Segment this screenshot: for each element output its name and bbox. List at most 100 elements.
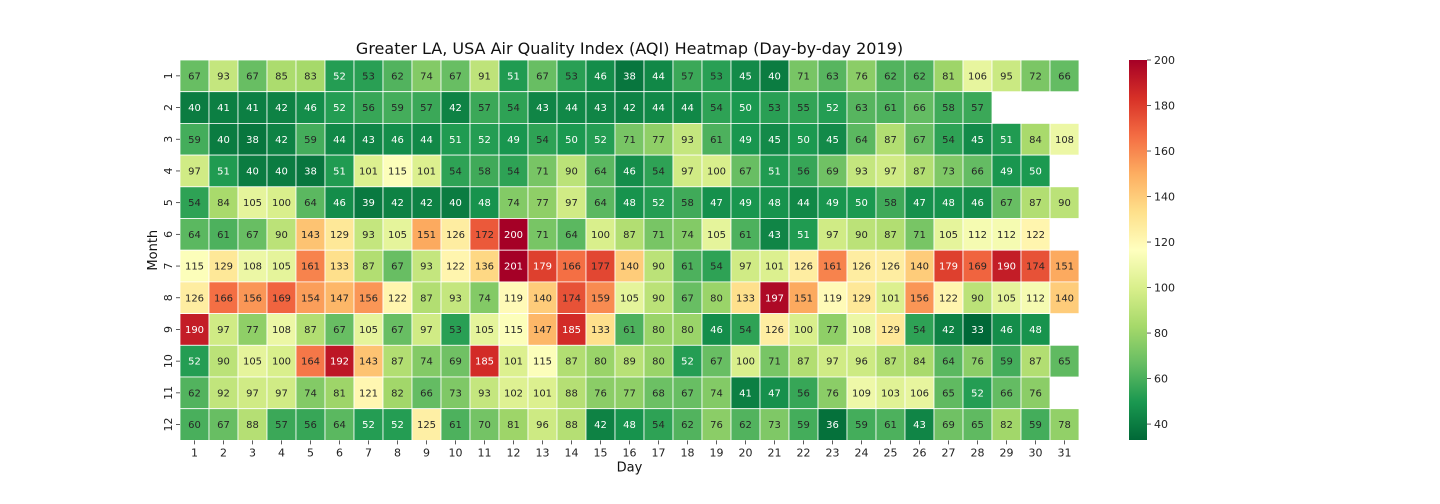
cell-value-label: 61: [449, 420, 462, 431]
cell-value-label: 74: [710, 388, 723, 399]
cell-value-label: 88: [565, 420, 578, 431]
cell-value-label: 81: [507, 420, 520, 431]
cell-value-label: 174: [562, 293, 581, 304]
cell-value-label: 89: [623, 357, 636, 368]
cell-value-label: 87: [362, 262, 375, 273]
cell-value-label: 51: [797, 230, 810, 241]
cell-value-label: 44: [333, 135, 346, 146]
cell-value-label: 103: [881, 388, 900, 399]
heatmap-cell: [469, 408, 500, 441]
cell-value-label: 66: [420, 388, 433, 399]
cell-value-label: 156: [910, 293, 929, 304]
colorbar-tick-label: 40: [1154, 418, 1168, 431]
cell-value-label: 44: [797, 198, 810, 209]
cell-value-label: 147: [330, 293, 349, 304]
heatmap-cell: [411, 123, 442, 156]
colorbar-tick-label: 60: [1154, 373, 1168, 386]
heatmap-cell: [237, 186, 268, 219]
cell-value-label: 97: [681, 166, 694, 177]
x-tick-label: 28: [971, 446, 985, 459]
cell-value-label: 90: [652, 293, 665, 304]
cell-value-label: 105: [359, 325, 378, 336]
cell-value-label: 66: [1058, 71, 1071, 82]
cell-value-label: 115: [185, 262, 204, 273]
cell-value-label: 54: [652, 420, 665, 431]
heatmap-cell: [527, 313, 558, 346]
heatmap-cell: [817, 408, 848, 441]
cell-value-label: 63: [855, 103, 868, 114]
cell-value-label: 54: [449, 166, 462, 177]
heatmap-cell: [585, 408, 616, 441]
cell-value-label: 61: [884, 420, 897, 431]
cell-value-label: 90: [1058, 198, 1071, 209]
cell-value-label: 62: [391, 71, 404, 82]
cell-value-label: 54: [913, 325, 926, 336]
heatmap-cell: [817, 281, 848, 314]
x-tick-label: 16: [623, 446, 637, 459]
cell-value-label: 40: [188, 103, 201, 114]
heatmap-cell: [672, 249, 703, 283]
heatmap-cell: [788, 123, 819, 156]
cell-value-label: 100: [272, 357, 291, 368]
heatmap-cell: [440, 59, 471, 93]
heatmap-cell: [788, 186, 819, 219]
heatmap-cell: [817, 91, 848, 124]
cell-value-label: 93: [420, 262, 433, 273]
x-tick-label: 4: [278, 446, 285, 459]
heatmap-cell: [556, 154, 587, 188]
cell-value-label: 61: [217, 230, 230, 241]
cell-value-label: 54: [507, 103, 520, 114]
heatmap-cell: [875, 249, 906, 283]
cell-value-label: 71: [536, 230, 549, 241]
cell-value-label: 115: [388, 166, 407, 177]
cell-value-label: 49: [826, 198, 839, 209]
heatmap-cell: [1020, 376, 1051, 410]
cell-value-label: 126: [765, 325, 784, 336]
cell-value-label: 93: [681, 135, 694, 146]
cell-value-label: 108: [243, 262, 262, 273]
heatmap-cell: [353, 281, 384, 314]
heatmap-cell: [208, 123, 239, 156]
cell-value-label: 100: [272, 198, 291, 209]
cell-value-label: 38: [246, 135, 259, 146]
cell-value-label: 55: [797, 103, 810, 114]
heatmap-cell: [179, 154, 210, 188]
heatmap-cell: [817, 123, 848, 156]
heatmap-cell: [701, 91, 732, 124]
heatmap-cell: [585, 313, 616, 346]
x-tick-label: 27: [942, 446, 956, 459]
heatmap-cell: [788, 376, 819, 410]
cell-value-label: 97: [565, 198, 578, 209]
cell-value-label: 71: [652, 230, 665, 241]
heatmap-cell: [585, 154, 616, 188]
heatmap-cell: [1020, 218, 1051, 251]
cell-value-label: 71: [768, 357, 781, 368]
cell-value-label: 57: [420, 103, 433, 114]
heatmap-cell: [237, 313, 268, 346]
heatmap-cell: [614, 123, 645, 156]
x-tick-label: 19: [710, 446, 724, 459]
heatmap-cell: [962, 154, 993, 188]
cell-value-label: 56: [304, 420, 317, 431]
cell-value-label: 92: [217, 388, 230, 399]
heatmap-cell: [875, 344, 906, 378]
cell-value-label: 40: [217, 135, 230, 146]
cell-value-label: 52: [826, 103, 839, 114]
cell-value-label: 105: [272, 262, 291, 273]
heatmap-cell: [788, 154, 819, 188]
cell-value-label: 159: [591, 293, 610, 304]
x-tick-label: 12: [507, 446, 521, 459]
heatmap-cell: [1020, 249, 1051, 283]
x-tick-label: 7: [365, 446, 372, 459]
cell-value-label: 161: [301, 262, 320, 273]
x-tick-label: 1: [191, 446, 198, 459]
cell-value-label: 61: [623, 325, 636, 336]
heatmap-cell: [875, 281, 906, 314]
cell-value-label: 64: [594, 166, 607, 177]
cell-value-label: 93: [478, 388, 491, 399]
cell-value-label: 87: [1029, 357, 1042, 368]
cell-value-label: 96: [855, 357, 868, 368]
cell-value-label: 42: [449, 103, 462, 114]
colorbar-tick-label: 160: [1154, 145, 1175, 158]
cell-value-label: 80: [652, 357, 665, 368]
